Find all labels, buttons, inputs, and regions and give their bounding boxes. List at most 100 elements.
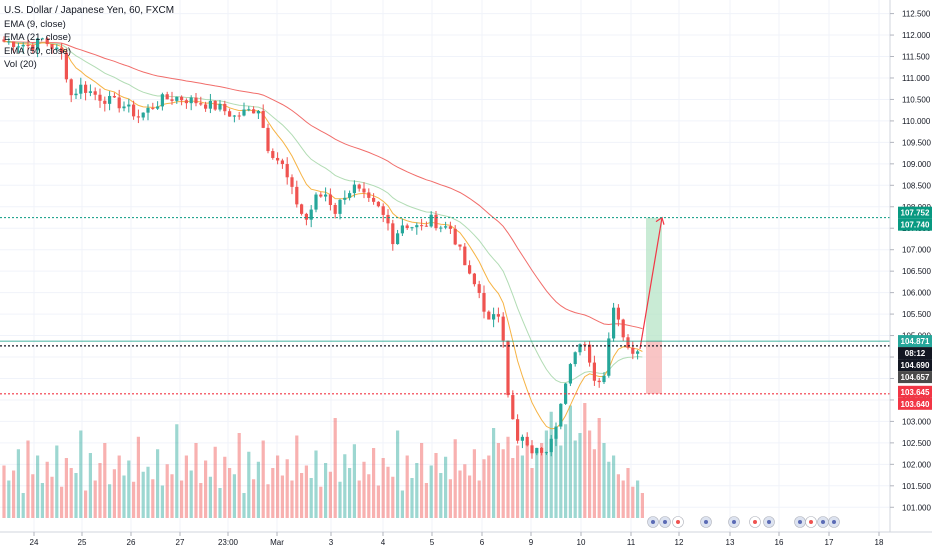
legend-title[interactable]: U.S. Dollar / Japanese Yen, 60, FXCM: [4, 5, 175, 16]
candle-body: [213, 100, 217, 110]
target-label-b-bg: [898, 218, 932, 231]
volume-bar: [280, 475, 284, 518]
stop-label-a: 103.645: [898, 385, 932, 398]
candle-body: [559, 403, 563, 427]
ema-21-line: [4, 41, 643, 384]
candle-body: [573, 352, 577, 365]
candle-body: [141, 112, 145, 118]
candle-body: [256, 110, 260, 114]
volume-bar: [136, 436, 140, 518]
candle-body: [343, 197, 347, 200]
countdown-label: 08:12: [898, 347, 932, 360]
volume-bar: [276, 455, 280, 518]
candle-body: [271, 151, 275, 158]
candle-body: [247, 109, 251, 111]
volume-bar: [247, 451, 251, 518]
legend-ema50[interactable]: EMA (50, close): [4, 45, 72, 57]
volume-bar: [151, 479, 155, 518]
volume-bar: [597, 418, 601, 518]
current-price-label: 104.690: [898, 359, 932, 372]
volume-bar: [463, 464, 467, 518]
legend-vol[interactable]: Vol (20): [4, 59, 37, 70]
candle-body: [348, 193, 352, 198]
candle-body: [160, 94, 164, 107]
stop-label-b-text: 103.640: [901, 400, 930, 409]
time-tick-label: Mar: [270, 538, 284, 547]
long-position-tool[interactable]: [639, 216, 665, 394]
volume-bar: [16, 449, 20, 518]
volume-bar: [405, 455, 409, 518]
candle-body: [112, 96, 116, 98]
candle-body: [103, 100, 107, 104]
price-tick-label: 108.500: [902, 181, 931, 190]
price-tick-label: 106.000: [902, 289, 931, 298]
time-tick-label: 18: [875, 538, 884, 547]
candle-body: [333, 205, 337, 214]
candle-body: [530, 445, 534, 454]
candle-body: [448, 226, 452, 229]
ema-9-line: [4, 41, 643, 430]
volume-bar: [98, 463, 102, 518]
volume-bar: [482, 459, 486, 518]
volume-bar: [160, 485, 164, 518]
volume-bar: [237, 433, 241, 518]
price-tick-label: 109.000: [902, 160, 931, 169]
event-flag-dot: [832, 520, 836, 524]
legend-ema21[interactable]: EMA (21, close): [4, 32, 72, 43]
volume-bar: [492, 428, 496, 518]
volume-bar: [573, 440, 577, 518]
legend-ema9[interactable]: EMA (9, close): [4, 18, 66, 30]
volume-bar: [31, 474, 35, 518]
volume-bar: [386, 466, 390, 518]
candle-body: [146, 107, 150, 113]
volume-bar: [372, 448, 376, 518]
volume-bar: [175, 424, 179, 518]
candle-body: [79, 84, 83, 94]
stop-label-b-bg: [898, 397, 932, 410]
time-tick-label: 9: [529, 538, 534, 547]
volume-bar: [127, 460, 131, 518]
event-flag-icon: [647, 516, 659, 528]
candle-body: [386, 214, 390, 224]
volume-bar: [348, 468, 352, 518]
volume-bar: [36, 455, 40, 518]
candle-body: [276, 157, 280, 161]
volume-bar: [472, 449, 476, 518]
current-price-label-b: 104.657: [898, 371, 932, 384]
candle-body: [132, 104, 136, 117]
price-tick-label: 112.000: [902, 31, 931, 40]
volume-bar: [271, 468, 275, 518]
stop-label-b: 103.640: [898, 397, 932, 410]
event-flag-icon: [817, 516, 829, 528]
volume-bar: [165, 464, 169, 518]
target-label-b-text: 107.740: [901, 221, 930, 230]
volume-bar: [74, 473, 78, 518]
candle-body: [228, 111, 232, 117]
economic-events[interactable]: [647, 516, 840, 528]
price-tick-label: 102.500: [902, 439, 931, 448]
volume-bar: [520, 455, 524, 518]
candle-body: [544, 452, 548, 454]
volume-bar: [621, 480, 625, 518]
volume-bar: [88, 453, 92, 518]
volume-bar: [146, 466, 150, 518]
volume-bars: [2, 403, 644, 518]
event-flag-icon: [794, 516, 806, 528]
time-tick-label: 16: [775, 538, 784, 547]
volume-bar: [228, 468, 232, 518]
event-flag-icon: [805, 516, 817, 528]
volume-bar: [26, 440, 30, 518]
volume-bar: [448, 479, 452, 518]
volume-bar: [444, 456, 448, 518]
ema-50-line: [4, 41, 643, 330]
volume-bar: [525, 440, 529, 518]
volume-bar: [535, 450, 539, 518]
volume-bar: [640, 493, 644, 518]
candle-body: [511, 395, 515, 420]
volume-bar: [487, 455, 491, 518]
horizontal-levels[interactable]: [0, 217, 890, 395]
volume-bar: [376, 485, 380, 518]
price-tick-label: 106.500: [902, 267, 931, 276]
candle-body: [88, 91, 92, 93]
